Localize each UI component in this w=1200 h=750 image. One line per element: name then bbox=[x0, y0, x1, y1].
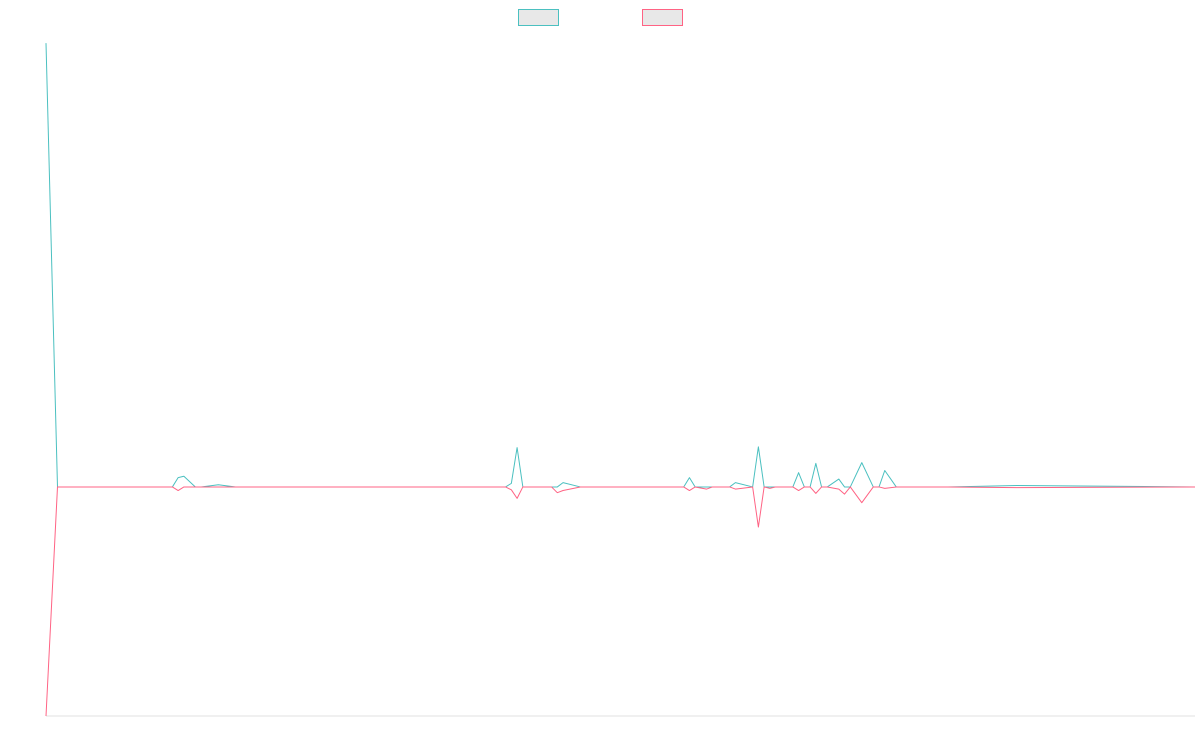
series-layer bbox=[45, 43, 1196, 717]
legend-swatch-2 bbox=[642, 9, 683, 26]
legend-swatch-1 bbox=[518, 9, 559, 26]
series-line-1 bbox=[45, 43, 1196, 488]
legend-item-1[interactable] bbox=[518, 9, 559, 26]
legend-item-2[interactable] bbox=[642, 9, 683, 26]
series-line-2 bbox=[45, 486, 1196, 717]
legend[interactable] bbox=[518, 9, 683, 26]
